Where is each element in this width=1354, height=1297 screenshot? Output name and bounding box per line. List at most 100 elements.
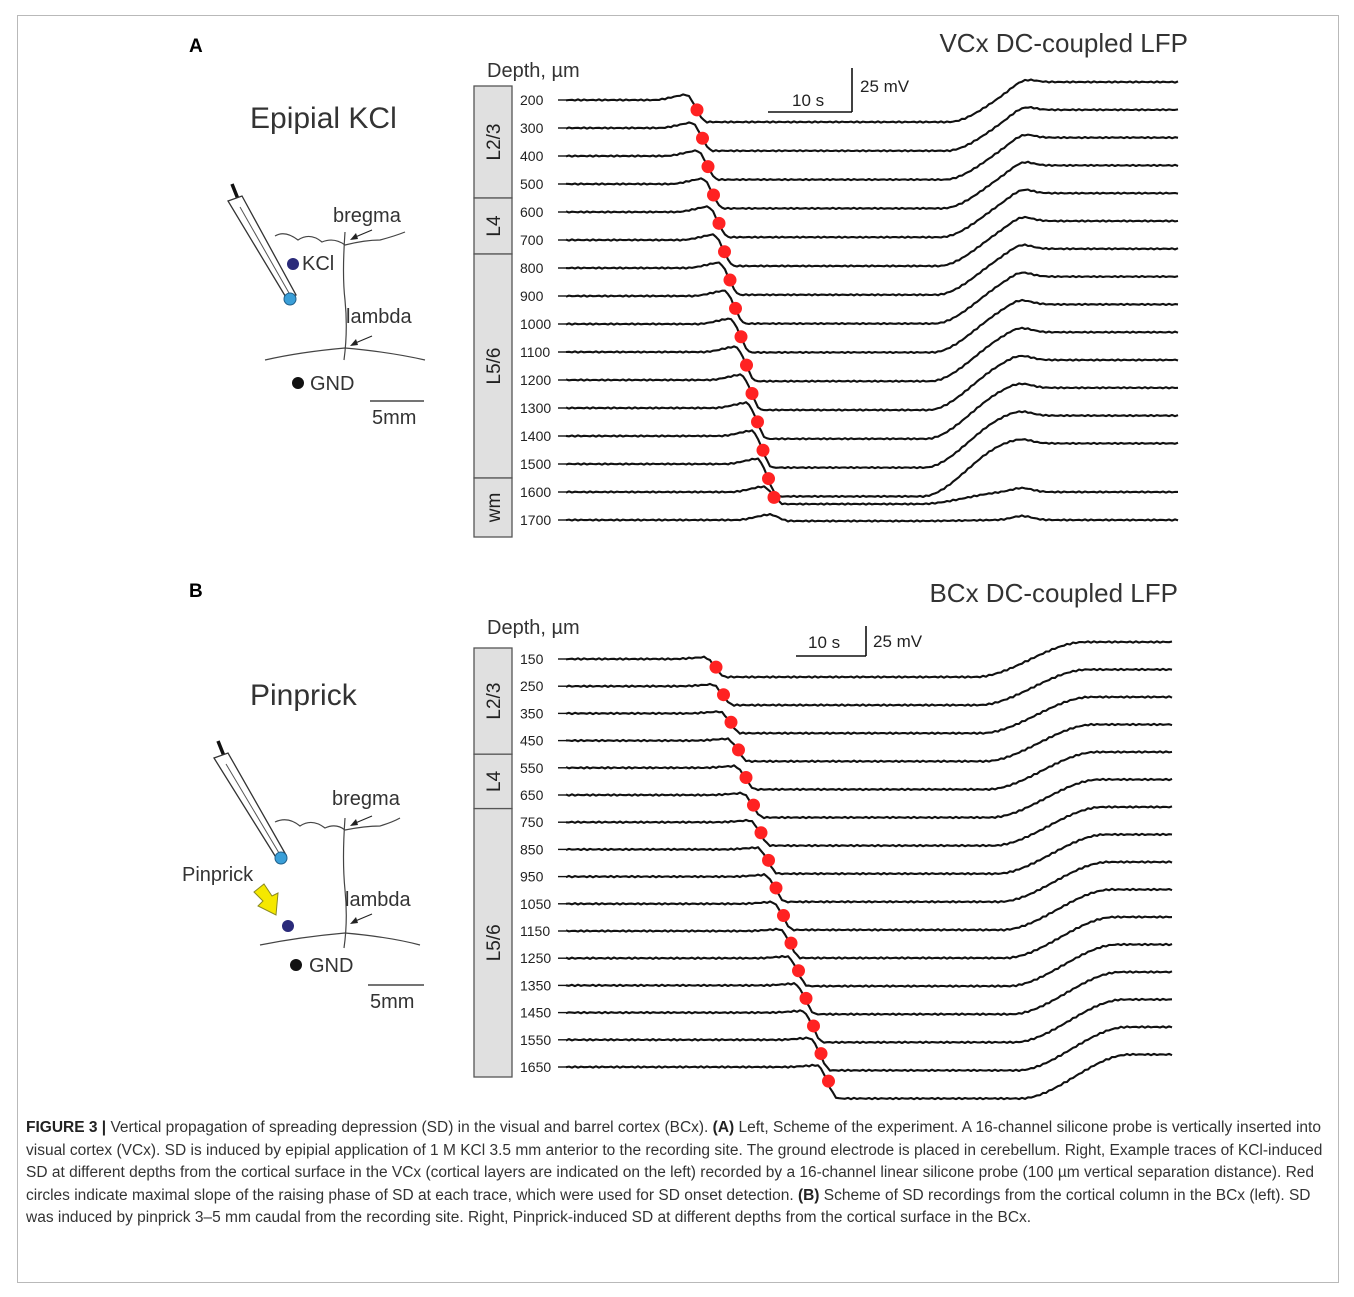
- depth-label: 550: [520, 760, 544, 776]
- depth-label: 1550: [520, 1032, 551, 1048]
- panel-b-layer-column: L2/3 L4 L5/6: [473, 647, 513, 1078]
- panel-a-gnd-label: GND: [310, 373, 354, 395]
- sd-onset-marker: [740, 358, 753, 372]
- panel-a-stimulus-label: Epipial KCl: [250, 102, 397, 135]
- depth-label: 700: [520, 232, 544, 248]
- depth-label: 1650: [520, 1059, 551, 1075]
- trace-line: [565, 997, 1173, 1045]
- panel-b-traces: [558, 640, 1173, 1101]
- kcl-dot-icon: [287, 258, 299, 270]
- depth-label: 350: [520, 705, 544, 721]
- layer-box-wm: [473, 477, 513, 538]
- depth-label: 1300: [520, 400, 551, 416]
- depth-label: 250: [520, 678, 544, 694]
- panel-a-letter: A: [189, 36, 203, 57]
- sd-onset-marker: [769, 881, 783, 895]
- trace-line: [565, 667, 1173, 707]
- figure-3: A VCx DC-coupled LFP Depth, µm Epipial K…: [182, 28, 1188, 1101]
- layer-label: L4: [484, 215, 505, 237]
- trace-line: [565, 860, 1173, 904]
- trace-line: [565, 887, 1173, 932]
- trace-line: [565, 243, 1179, 297]
- sd-onset-marker: [792, 964, 805, 978]
- depth-label: 850: [520, 841, 544, 857]
- trace-line: [565, 1025, 1173, 1073]
- depth-label: 900: [520, 288, 544, 304]
- sd-onset-marker: [709, 660, 723, 674]
- depth-label: 200: [520, 92, 544, 108]
- depth-label: 1450: [520, 1005, 551, 1021]
- trace-line: [565, 160, 1179, 211]
- sd-onset-marker: [745, 387, 759, 400]
- depth-label: 950: [520, 869, 544, 885]
- trace-line: [565, 695, 1173, 735]
- depth-label: 650: [520, 787, 544, 803]
- panel-a-kcl-label: KCl: [302, 253, 334, 275]
- depth-label: 600: [520, 204, 544, 220]
- trace-line: [565, 354, 1179, 412]
- panel-a-lambda-label: lambda: [346, 306, 412, 328]
- depth-label: 500: [520, 176, 544, 192]
- caption-b-tag: (B): [797, 1186, 820, 1204]
- panel-b-scalebar-time: 10 s: [808, 633, 840, 652]
- trace-line: [565, 298, 1179, 355]
- sd-onset-marker: [718, 245, 731, 259]
- panel-b-lambda-label: lambda: [345, 889, 411, 911]
- sd-onset-marker: [732, 743, 745, 757]
- depth-label: 1350: [520, 977, 551, 993]
- panel-a-bregma-label: bregma: [333, 205, 402, 227]
- panel-a-scalebar: [768, 68, 853, 113]
- depth-label: 1100: [520, 344, 550, 360]
- caption-intro: Vertical propagation of spreading depres…: [106, 1119, 713, 1136]
- panel-a-depth-header: Depth, µm: [487, 60, 580, 82]
- panel-b-scale-label: 5mm: [370, 991, 414, 1013]
- sd-onset-marker: [701, 160, 715, 174]
- sd-onset-marker: [729, 301, 742, 315]
- panel-a-scale-label: 5mm: [372, 407, 416, 429]
- trace-line: [565, 942, 1173, 988]
- sd-onset-marker: [724, 715, 738, 729]
- sd-onset-marker: [756, 443, 770, 457]
- trace-line: [565, 777, 1173, 820]
- probe-tip-icon: [283, 292, 297, 306]
- trace-line: [565, 832, 1173, 876]
- sd-onset-marker: [734, 330, 748, 344]
- trace-line: [565, 410, 1179, 470]
- layer-label: wm: [484, 493, 505, 524]
- sd-onset-marker: [696, 131, 709, 145]
- caption-a-tag: (A): [712, 1119, 735, 1136]
- panel-b-bregma-label: bregma: [332, 788, 401, 810]
- trace-line: [565, 485, 1178, 506]
- panel-b-gnd-label: GND: [309, 955, 353, 977]
- caption-b-text: Scheme of SD recordings from the cortica…: [26, 1186, 1311, 1227]
- panel-a-onset-markers: [690, 103, 781, 504]
- sd-onset-marker: [723, 273, 737, 287]
- layer-box-l2-3: [473, 647, 513, 755]
- depth-label: 1000: [520, 316, 551, 332]
- panel-b-onset-markers: [709, 660, 835, 1088]
- trace-line: [565, 722, 1173, 764]
- depth-label: 800: [520, 260, 544, 276]
- trace-line: [565, 640, 1173, 679]
- sd-onset-marker: [707, 188, 720, 202]
- depth-label: 1250: [520, 950, 551, 966]
- depth-label: 1150: [520, 923, 550, 939]
- sd-onset-marker: [814, 1047, 828, 1061]
- depth-label: 1050: [520, 896, 551, 912]
- trace-line: [565, 105, 1179, 153]
- panel-b-scheme: [213, 740, 424, 986]
- caption-label: FIGURE 3 |: [26, 1119, 107, 1136]
- trace-line: [565, 271, 1179, 326]
- pinprick-arrow-icon: [253, 883, 279, 916]
- sd-onset-marker: [712, 216, 726, 230]
- trace-line: [565, 438, 1179, 499]
- panel-a-scheme: [227, 183, 426, 402]
- trace-line: [565, 133, 1179, 182]
- layer-label: L2/3: [484, 124, 505, 161]
- panel-b-stimulus-label: Pinprick: [250, 679, 358, 712]
- figure-caption: FIGURE 3 | Vertical propagation of sprea…: [26, 1117, 1332, 1230]
- sd-onset-marker: [807, 1019, 820, 1033]
- panel-b-title: BCx DC-coupled LFP: [929, 578, 1178, 608]
- gnd-dot-icon: [292, 377, 304, 389]
- depth-label: 300: [520, 120, 544, 136]
